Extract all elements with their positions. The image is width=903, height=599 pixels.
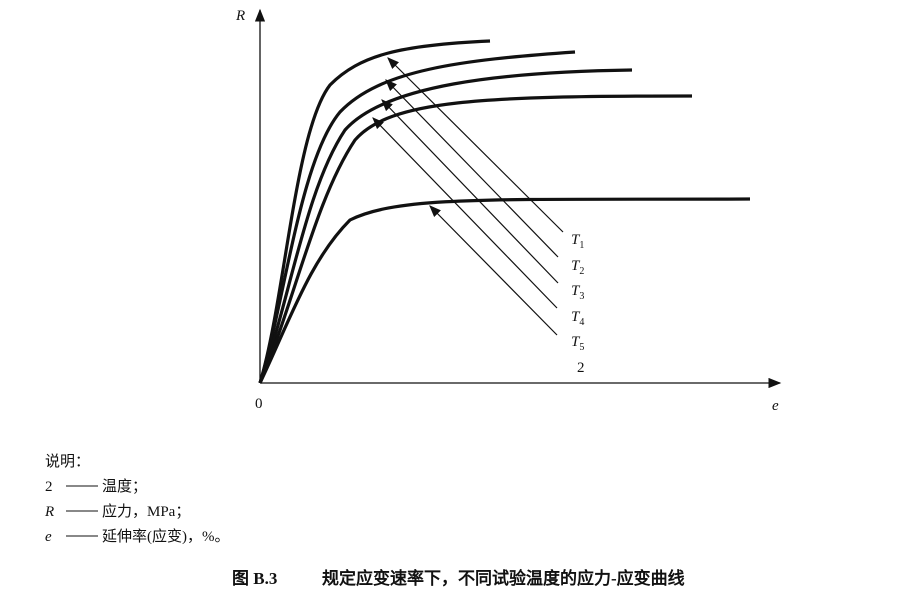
curve <box>258 39 491 384</box>
curve-label-letter: T <box>571 232 581 248</box>
arrow <box>385 79 559 258</box>
legend-key: R <box>44 504 54 520</box>
group-label: 2 <box>577 360 585 376</box>
origin-label: 0 <box>255 396 263 412</box>
curve-label-index: 3 <box>579 291 584 302</box>
arrow <box>429 205 558 336</box>
curve-label-letter: T <box>571 283 581 299</box>
curve-label-index: 1 <box>579 240 584 251</box>
legend-title: 说明： <box>45 453 90 470</box>
curve-label-letter: T <box>571 309 581 325</box>
legend-text: 温度； <box>102 478 147 495</box>
curve <box>258 94 693 384</box>
legend-text: 应力，MPa； <box>102 502 190 520</box>
legend: 2 温度； R 应力，MPa； e 延伸率(应变)，%。 <box>44 478 230 545</box>
x-axis-label: e <box>772 398 779 414</box>
caption-number: 图 B.3 <box>232 569 277 588</box>
curve-label-index: 2 <box>579 266 584 277</box>
curve-label-index: 4 <box>579 317 584 328</box>
curve <box>258 50 576 384</box>
curve <box>258 197 751 384</box>
legend-text: 延伸率(应变)，%。 <box>102 527 230 545</box>
arrow <box>381 99 559 284</box>
curve-label: T3 <box>571 283 584 302</box>
caption-text: 规定应变速率下，不同试验温度的应力-应变曲线 <box>322 568 685 588</box>
legend-key: 2 <box>45 479 53 495</box>
curve-label-letter: T <box>571 334 581 350</box>
y-axis-label: R <box>235 8 245 24</box>
curve <box>258 68 633 384</box>
legend-key: e <box>45 529 52 545</box>
curve-label-index: 5 <box>579 342 584 353</box>
curve-label: T5 <box>571 334 584 353</box>
curve-label: T2 <box>571 258 584 277</box>
arrow <box>387 57 564 233</box>
arrow <box>372 117 558 309</box>
curve-label: T1 <box>571 232 584 251</box>
curve-label: T4 <box>571 309 584 328</box>
curve-label-letter: T <box>571 258 581 274</box>
